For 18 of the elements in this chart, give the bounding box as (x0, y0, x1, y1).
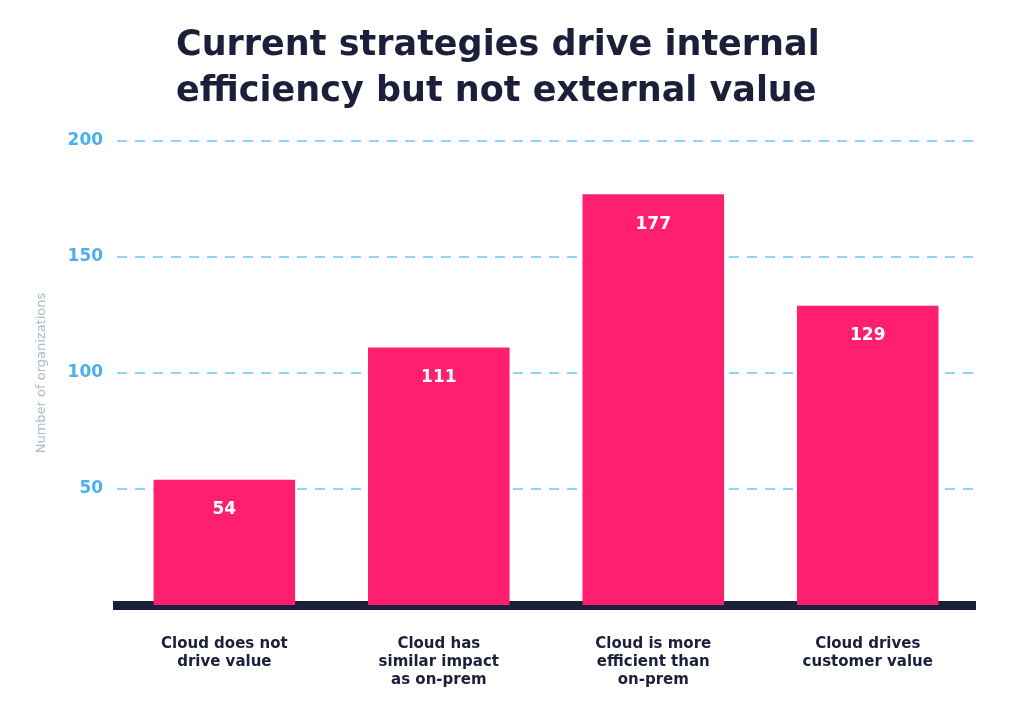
y-tick-label: 150 (67, 245, 104, 266)
data-label: 111 (421, 365, 457, 386)
x-tick-label: Cloud drives customer value (802, 633, 933, 670)
data-label: 177 (635, 212, 672, 233)
bar (368, 347, 510, 605)
bar (796, 305, 939, 605)
bar (153, 479, 296, 605)
data-label: 129 (850, 324, 886, 345)
y-tick-label: 50 (79, 477, 104, 498)
bar (582, 194, 725, 605)
y-tick-label: 200 (67, 129, 104, 150)
y-tick-label: 100 (67, 361, 104, 382)
x-tick-label: Cloud has similar impact as on-prem (378, 633, 500, 688)
data-label: 54 (212, 498, 237, 519)
y-axis-title: Number of organizations (33, 292, 49, 454)
x-tick-label: Cloud is more efficient than on-prem (595, 633, 712, 688)
chart-title: Current strategies drive internal efficiency but not external value (176, 22, 821, 111)
x-tick-label: Cloud does not drive value (161, 633, 288, 670)
